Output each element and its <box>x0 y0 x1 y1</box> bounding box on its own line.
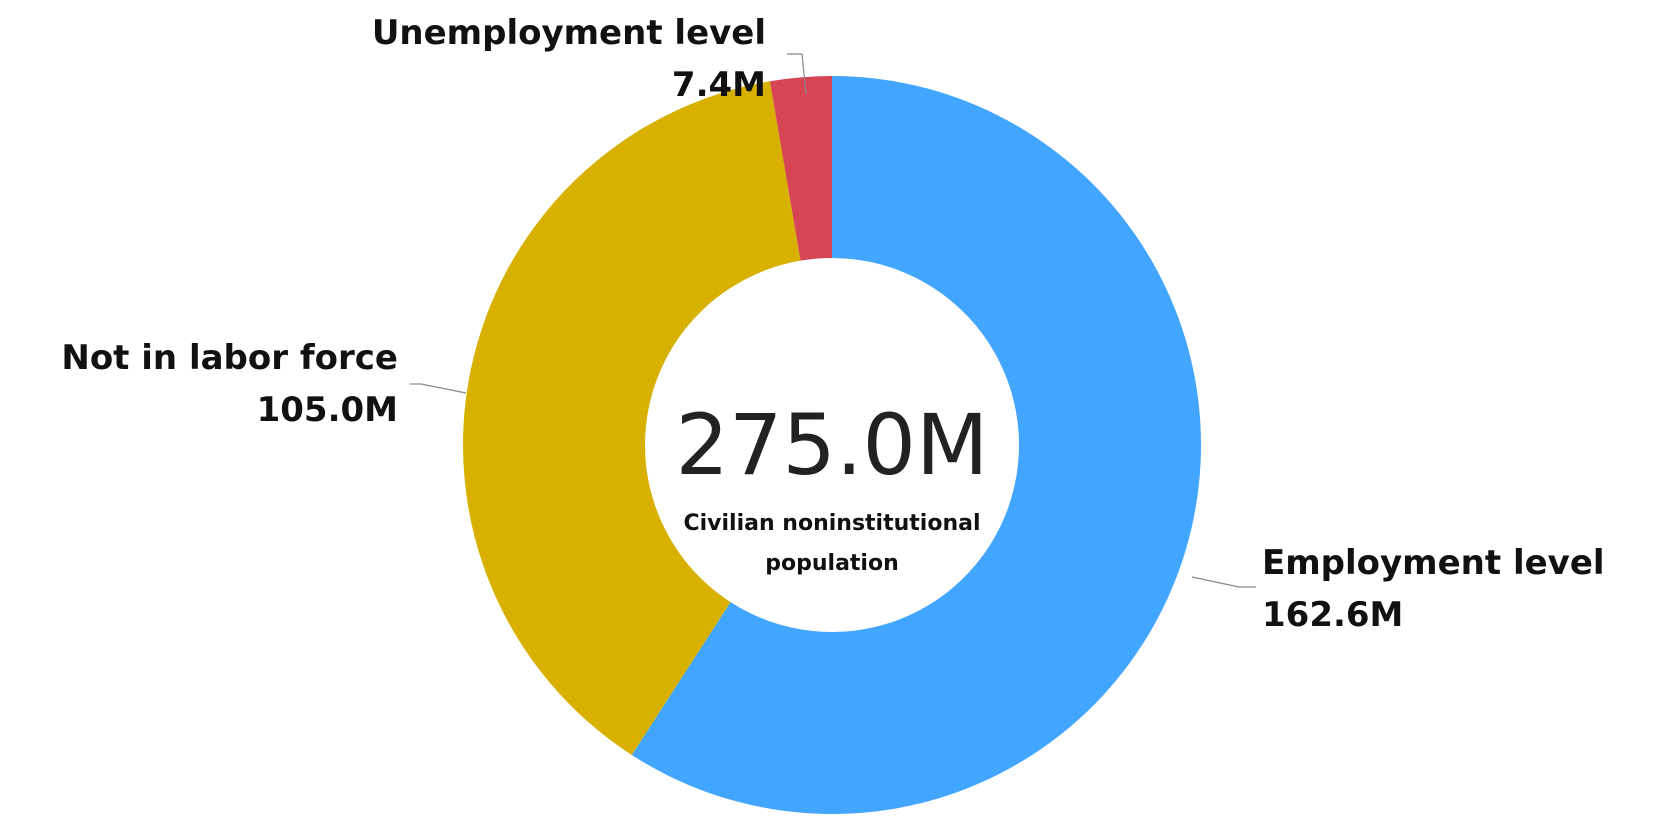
center-total-label-line-2: population <box>765 551 899 576</box>
leader-lines <box>410 53 1256 588</box>
donut-slices <box>462 76 1201 814</box>
slice-label-value: 105.0M <box>257 390 398 430</box>
center-total-label-line-1: Civilian noninstitutional <box>683 511 980 536</box>
leader-line-unemployment-level <box>787 53 807 95</box>
slice-employment-level[interactable] <box>631 76 1201 814</box>
center-summary: 275.0M Civilian noninstitutional populat… <box>676 396 989 576</box>
slice-label-name: Unemployment level <box>372 13 766 53</box>
center-total-value: 275.0M <box>676 396 989 494</box>
slice-label-name: Not in labor force <box>61 338 398 378</box>
leader-line-not-in-labor-force <box>410 383 467 394</box>
slice-labels: Employment level 162.6M Not in labor force… <box>61 13 1604 635</box>
slice-label-name: Employment level <box>1262 543 1605 583</box>
slice-not-in-labor-force[interactable] <box>462 81 801 755</box>
slice-unemployment-level[interactable] <box>769 76 832 261</box>
leader-line-employment-level <box>1191 576 1256 588</box>
slice-label-value: 7.4M <box>672 65 766 105</box>
slice-label-value: 162.6M <box>1262 595 1403 635</box>
